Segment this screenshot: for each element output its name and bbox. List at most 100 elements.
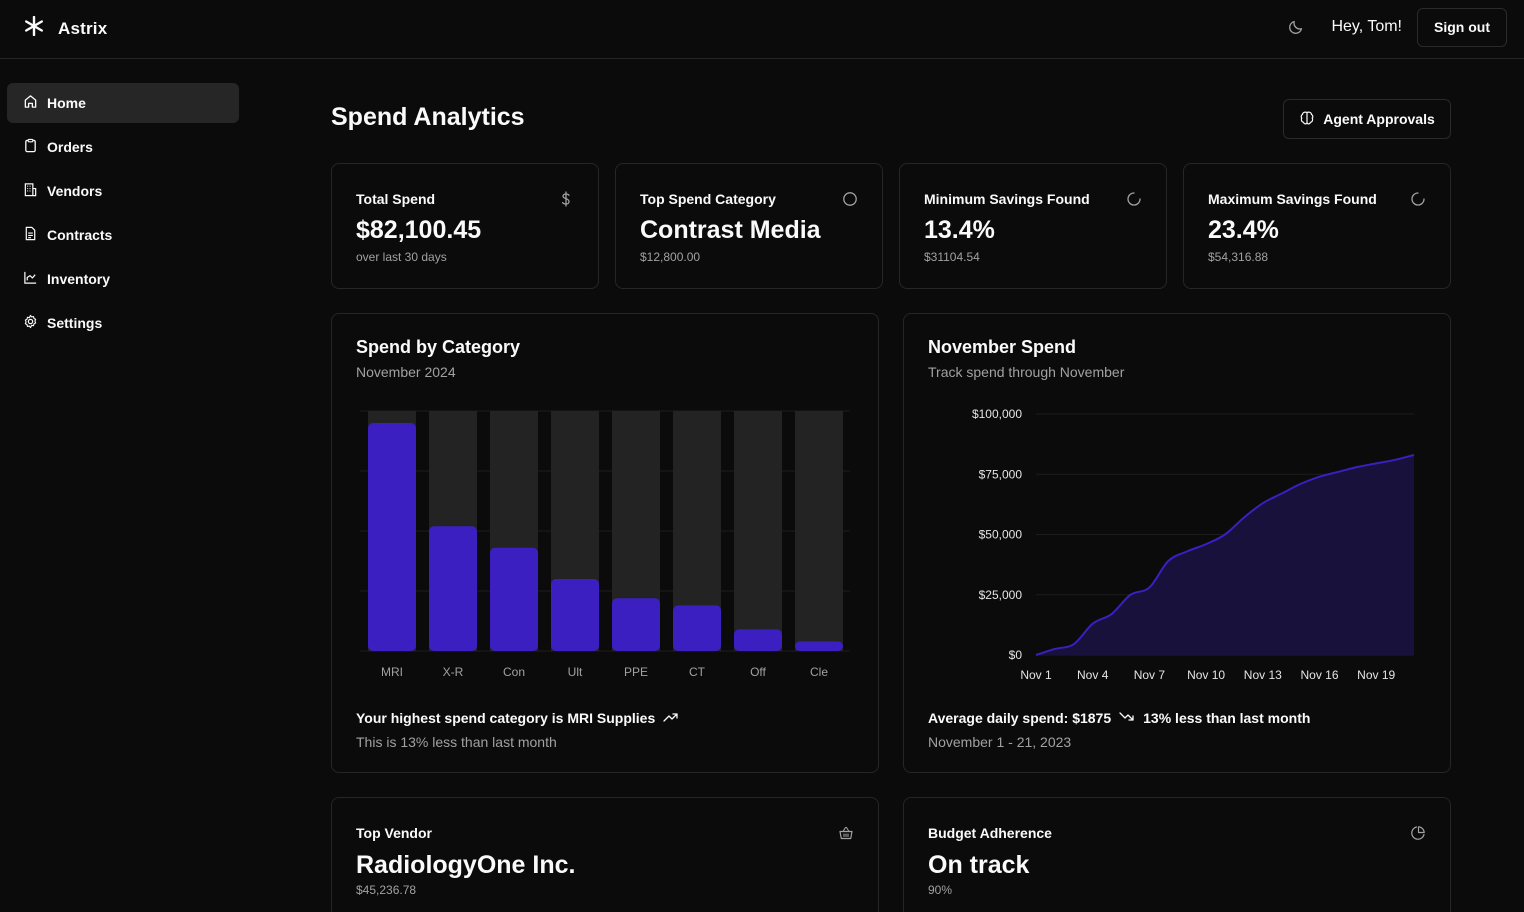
sidebar-item-home[interactable]: Home <box>7 83 239 123</box>
sidebar-item-label: Home <box>47 95 86 111</box>
stat-value: 13.4% <box>924 216 995 244</box>
y-tick-label: $50,000 <box>979 528 1023 542</box>
chart-subtitle: Track spend through November <box>928 364 1125 380</box>
y-tick-label: $75,000 <box>979 467 1023 481</box>
stat-label: Maximum Savings Found <box>1208 191 1377 207</box>
sidebar-item-label: Contracts <box>47 227 113 243</box>
chart-footer-title: Your highest spend category is MRI Suppl… <box>356 710 679 726</box>
sidebar-item-vendors[interactable]: Vendors <box>7 171 239 211</box>
stat-card-min-savings: Minimum Savings Found 13.4% $31104.54 <box>899 163 1167 289</box>
sidebar-item-orders[interactable]: Orders <box>7 127 239 167</box>
y-tick-label: $25,000 <box>979 588 1023 602</box>
agent-approvals-label: Agent Approvals <box>1323 111 1435 127</box>
stat-value: Contrast Media <box>640 216 821 244</box>
document-icon <box>23 226 38 244</box>
greeting: Hey, Tom! <box>1331 18 1402 35</box>
stat-subtext: $31104.54 <box>924 250 980 264</box>
sidebar: Home Orders Vendors Contracts Inventory … <box>7 83 239 347</box>
x-tick-label: Nov 4 <box>1077 668 1109 682</box>
sidebar-item-inventory[interactable]: Inventory <box>7 259 239 299</box>
sidebar-item-settings[interactable]: Settings <box>7 303 239 343</box>
x-tick-label: Cle <box>810 665 828 679</box>
stat-card-top-category: Top Spend Category Contrast Media $12,80… <box>615 163 883 289</box>
card-subtext: $45,236.78 <box>356 883 417 897</box>
stat-card-max-savings: Maximum Savings Found 23.4% $54,316.88 <box>1183 163 1451 289</box>
chart-title: Spend by Category <box>356 337 521 357</box>
card-subtext: 90% <box>928 883 953 897</box>
chart-footer-sub: November 1 - 21, 2023 <box>928 734 1072 750</box>
card-value: On track <box>928 851 1030 879</box>
sign-out-button[interactable]: Sign out <box>1417 7 1507 47</box>
stat-subtext: over last 30 days <box>356 250 447 264</box>
clipboard-icon <box>23 138 38 156</box>
bar <box>368 423 416 651</box>
chart-icon <box>23 270 38 288</box>
bar <box>429 526 477 651</box>
moon-icon[interactable] <box>1287 18 1305 36</box>
loader-icon <box>1410 191 1426 207</box>
bar <box>734 629 782 651</box>
sidebar-item-contracts[interactable]: Contracts <box>7 215 239 255</box>
bar-track <box>795 411 843 651</box>
sidebar-item-label: Settings <box>47 315 103 331</box>
bar-track <box>734 411 782 651</box>
stat-subtext: $12,800.00 <box>640 250 701 264</box>
x-tick-label: Ult <box>568 665 583 679</box>
spend-by-category-card: Spend by Category November 2024 MRI X-R Co… <box>331 313 879 773</box>
x-tick-label: PPE <box>624 665 648 679</box>
bar <box>490 547 538 651</box>
brain-icon <box>1299 110 1315 129</box>
x-tick-label: Con <box>503 665 525 679</box>
x-tick-label: Nov 19 <box>1357 668 1395 682</box>
brand[interactable]: Astrix <box>24 15 108 41</box>
agent-approvals-button[interactable]: Agent Approvals <box>1283 99 1451 139</box>
chart-footer-sub: This is 13% less than last month <box>356 734 557 750</box>
top-vendor-card: Top Vendor RadiologyOne Inc. $45,236.78 <box>331 797 879 912</box>
sidebar-item-label: Vendors <box>47 183 103 199</box>
card-value: RadiologyOne Inc. <box>356 851 576 879</box>
basket-icon <box>838 825 854 841</box>
sidebar-item-label: Orders <box>47 139 93 155</box>
chart-subtitle: November 2024 <box>356 364 456 380</box>
asterisk-logo-icon <box>24 15 44 41</box>
stat-label: Minimum Savings Found <box>924 191 1090 207</box>
app-name: Astrix <box>58 18 108 38</box>
chart-footer-title: Average daily spend: $1875 13% less than… <box>928 710 1310 726</box>
y-tick-label: $100,000 <box>972 407 1022 421</box>
footer-title-text: Your highest spend category is MRI Suppl… <box>356 710 656 726</box>
area-chart: $0 $25,000 $50,000 $75,000 $100,000 Nov 1 Nov … <box>972 407 1415 682</box>
top-bar: Astrix Hey, Tom! Sign out <box>0 0 1524 59</box>
x-tick-label: Nov 16 <box>1300 668 1338 682</box>
stat-card-total-spend: Total Spend $82,100.45 over last 30 days <box>331 163 599 289</box>
trending-up-icon <box>663 710 679 726</box>
bar <box>795 641 843 651</box>
stat-label: Top Spend Category <box>640 191 776 207</box>
x-tick-label: Nov 10 <box>1187 668 1225 682</box>
x-tick-label: Nov 7 <box>1134 668 1166 682</box>
trending-down-icon <box>1119 710 1135 726</box>
x-tick-label: X-R <box>443 665 464 679</box>
footer-trend-text: 13% less than last month <box>1143 710 1311 726</box>
building-icon <box>23 182 38 200</box>
series-area <box>1036 454 1414 655</box>
pie-icon <box>1410 825 1426 841</box>
dollar-icon <box>558 191 574 207</box>
stat-value: $82,100.45 <box>356 216 482 244</box>
x-tick-label: Nov 1 <box>1020 668 1052 682</box>
chart-title: November Spend <box>928 337 1077 357</box>
bar <box>612 598 660 651</box>
bar <box>551 579 599 651</box>
series-line <box>1035 454 1415 656</box>
stat-value: 23.4% <box>1208 216 1279 244</box>
x-tick-label: Nov 13 <box>1244 668 1282 682</box>
bar-chart: MRI X-R Con Ult PPE CT Off Cle <box>360 410 850 679</box>
x-tick-label: MRI <box>381 665 403 679</box>
november-spend-card: November Spend Track spend through Novem… <box>903 313 1451 773</box>
stat-label: Total Spend <box>356 191 436 207</box>
bar <box>673 605 721 651</box>
card-label: Budget Adherence <box>928 825 1052 841</box>
budget-adherence-card: Budget Adherence On track 90% <box>903 797 1451 912</box>
loader-icon <box>1126 191 1142 207</box>
page-title: Spend Analytics <box>331 103 525 131</box>
card-label: Top Vendor <box>356 825 432 841</box>
